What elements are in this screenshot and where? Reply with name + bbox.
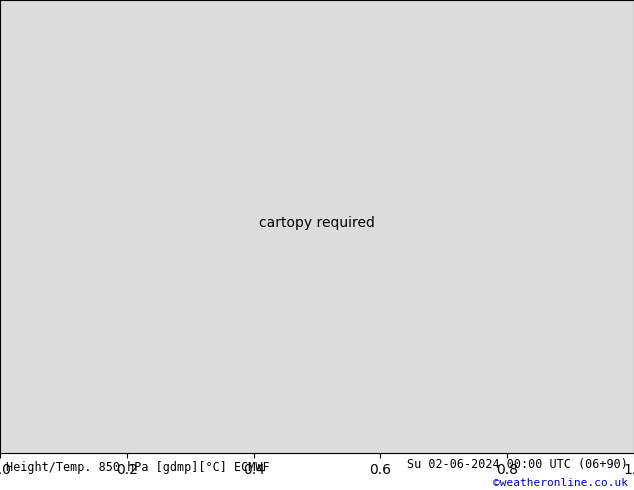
Text: Su 02-06-2024 00:00 UTC (06+90): Su 02-06-2024 00:00 UTC (06+90): [407, 458, 628, 471]
Text: Height/Temp. 850 hPa [gdmp][°C] ECMWF: Height/Temp. 850 hPa [gdmp][°C] ECMWF: [6, 462, 270, 474]
Text: ©weatheronline.co.uk: ©weatheronline.co.uk: [493, 478, 628, 489]
Text: cartopy required: cartopy required: [259, 216, 375, 230]
